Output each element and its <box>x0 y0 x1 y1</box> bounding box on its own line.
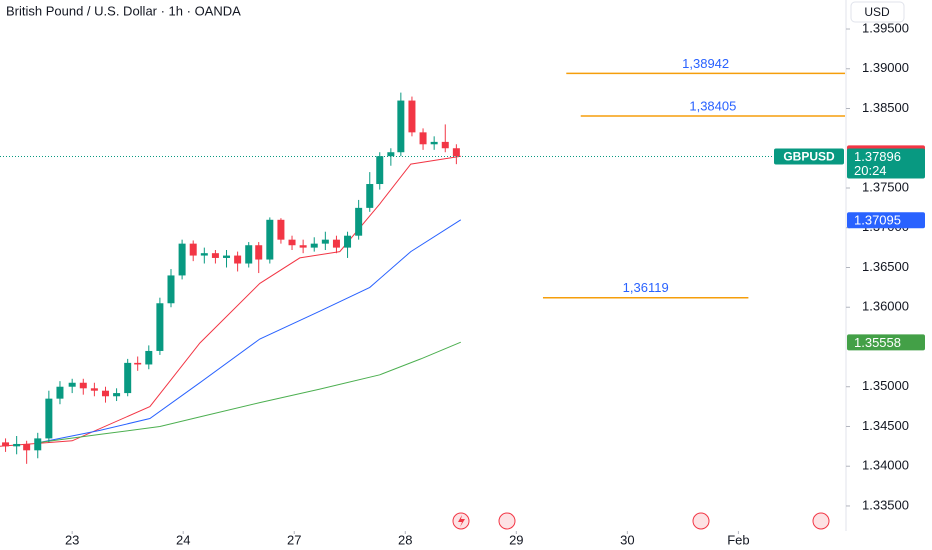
candle-body <box>397 100 405 153</box>
level-label: 1,36119 <box>623 280 669 295</box>
x-tick-label: 24 <box>176 532 190 547</box>
y-tick-label: 1.39000 <box>862 60 909 75</box>
y-tick-label: 1.36000 <box>862 299 909 314</box>
x-tick-label: 28 <box>398 532 412 547</box>
chart-title: British Pound / U.S. Dollar · 1h · OANDA <box>6 3 241 18</box>
candle-body <box>101 390 109 397</box>
symbol-badge <box>774 148 844 165</box>
y-tick-label: 1.37500 <box>862 179 909 194</box>
candle-body <box>200 253 208 256</box>
candle-body <box>430 141 438 145</box>
y-tick-label: 1.39500 <box>862 20 909 35</box>
candle-body <box>34 438 42 451</box>
candle-body <box>68 382 76 387</box>
event-icons <box>452 512 830 530</box>
candle-body <box>299 245 307 248</box>
candle-body <box>288 239 296 246</box>
candle-body <box>2 442 10 447</box>
candle-body <box>255 245 263 260</box>
x-tick-label: 30 <box>620 532 634 547</box>
candle-body <box>277 219 285 240</box>
candle-body <box>156 303 164 351</box>
level-label: 1,38942 <box>682 56 729 71</box>
currency-label[interactable]: USD <box>864 5 890 19</box>
candle-body <box>355 207 363 236</box>
candle-body <box>79 382 87 389</box>
candle-body <box>189 243 197 256</box>
currency-button[interactable] <box>850 1 905 23</box>
y-tick-label: 1.36500 <box>862 259 909 274</box>
candle-body <box>124 362 132 394</box>
current-badge <box>847 148 925 179</box>
candle-body <box>332 239 340 248</box>
moving-average <box>39 219 462 443</box>
candle-body <box>452 148 460 157</box>
candle-body <box>321 239 329 244</box>
candle-body <box>223 255 231 258</box>
candle-body <box>134 362 142 365</box>
y-tick-label: 1.34000 <box>862 458 909 473</box>
candle-body <box>366 184 374 208</box>
level-label: 1,38405 <box>689 98 736 113</box>
candle-body <box>310 243 318 248</box>
candle-body <box>376 156 384 185</box>
moving-average <box>0 155 461 447</box>
candle-body <box>408 100 416 133</box>
x-tick-label: 23 <box>65 532 79 547</box>
candle-body <box>167 275 175 304</box>
candle-body <box>113 393 121 397</box>
candle-body <box>178 243 186 276</box>
countdown: 20:24 <box>854 163 887 178</box>
x-tick-label: 27 <box>287 532 301 547</box>
candle-body <box>45 398 53 439</box>
current-price: 1.37896 <box>854 149 901 164</box>
candle-body <box>419 132 427 145</box>
candle-body <box>245 245 253 264</box>
candle-body <box>23 443 31 451</box>
x-tick-label: Feb <box>727 532 749 547</box>
y-tick-label: 1.34500 <box>862 418 909 433</box>
y-tick-label: 1.38500 <box>862 100 909 115</box>
candle-body <box>56 386 64 399</box>
candle-body <box>13 443 21 447</box>
symbol-label: GBPUSD <box>783 150 835 164</box>
price-badge <box>847 334 925 351</box>
candle-body <box>211 253 219 258</box>
y-tick-label: 1.33500 <box>862 497 909 512</box>
price-badge <box>847 212 925 229</box>
candle-body <box>266 219 274 260</box>
moving-average <box>39 341 461 443</box>
price-badge-label: 1.37095 <box>854 213 901 228</box>
candle-body <box>90 388 98 391</box>
x-tick-label: 29 <box>509 532 523 547</box>
price-badge-label: 1.35558 <box>854 335 901 350</box>
candle-body <box>441 141 449 149</box>
candle-body <box>145 350 153 365</box>
candle-body <box>387 152 395 157</box>
candle-body <box>344 235 352 248</box>
candle-body <box>234 255 242 264</box>
y-tick-label: 1.35000 <box>862 378 909 393</box>
